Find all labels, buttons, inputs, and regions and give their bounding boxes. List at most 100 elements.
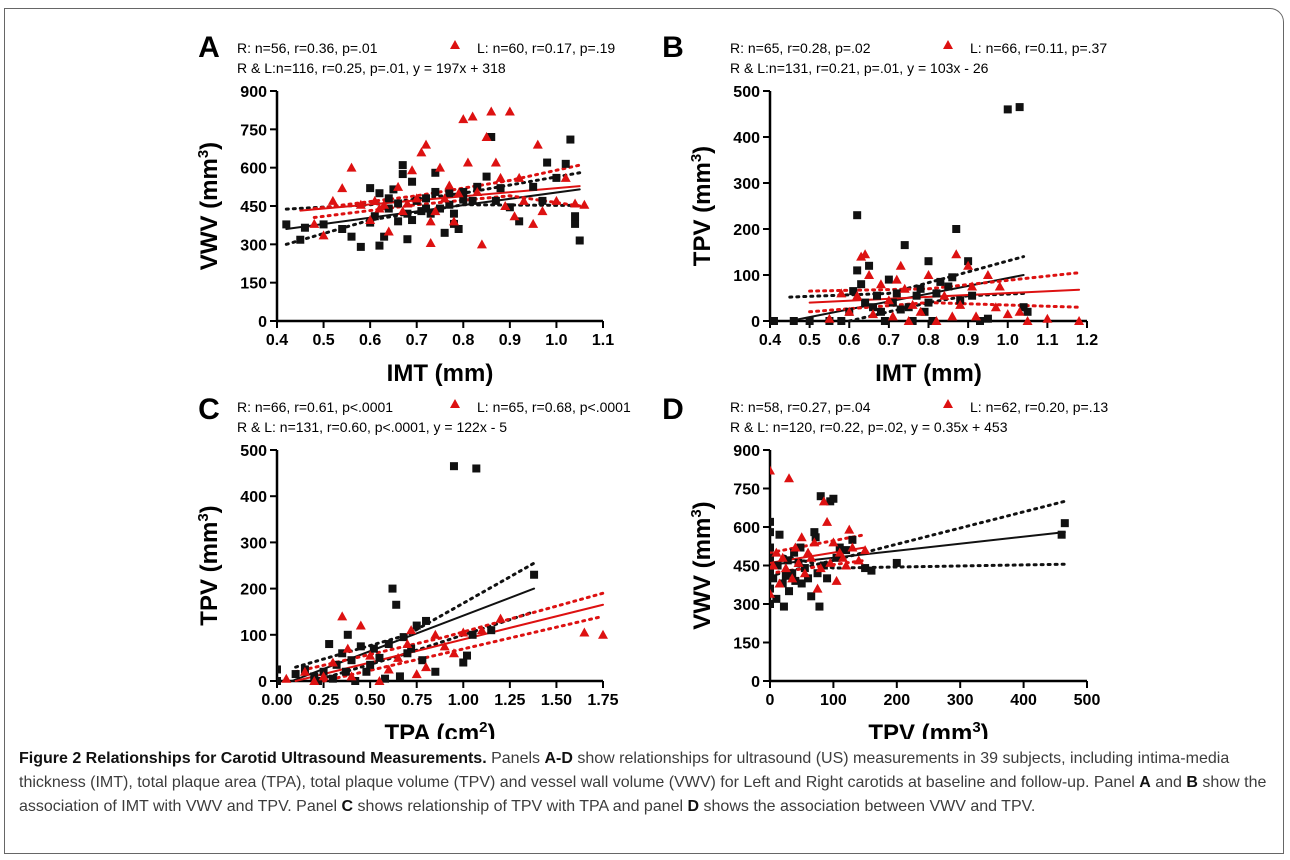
legend-triangle-icon bbox=[943, 40, 953, 49]
data-point-square bbox=[417, 207, 426, 216]
x-tick-label: 400 bbox=[1010, 692, 1037, 709]
data-point-square bbox=[778, 579, 787, 588]
data-point-square bbox=[837, 317, 846, 325]
data-point-square bbox=[770, 517, 774, 526]
data-point-square bbox=[422, 194, 431, 203]
data-point-square bbox=[571, 212, 580, 221]
data-point-square bbox=[781, 571, 790, 580]
y-tick-label: 450 bbox=[240, 199, 267, 216]
x-tick-label: 1.25 bbox=[494, 692, 525, 709]
data-point-triangle bbox=[844, 524, 855, 534]
data-point-square bbox=[530, 570, 539, 579]
caption-part: show relationships for ultrasound (US) m… bbox=[19, 750, 1230, 791]
data-point-square bbox=[770, 600, 774, 608]
ci-upper-line bbox=[808, 271, 1081, 293]
x-axis-title: IMT (mm) bbox=[875, 360, 982, 387]
x-tick-label: 0.50 bbox=[355, 692, 386, 709]
data-point-square bbox=[356, 242, 365, 251]
data-point-triangle bbox=[383, 226, 394, 236]
data-point-square bbox=[328, 674, 337, 683]
data-point-triangle bbox=[402, 639, 413, 649]
y-tick-label: 300 bbox=[733, 597, 760, 614]
data-point-square bbox=[394, 199, 403, 208]
data-point-square bbox=[381, 674, 390, 683]
data-point-square bbox=[436, 204, 444, 213]
y-axis-title: TPV (mm3) bbox=[688, 146, 716, 266]
data-point-square bbox=[496, 184, 505, 193]
x-tick-label: 0.7 bbox=[878, 332, 900, 349]
data-point-triangle bbox=[806, 552, 817, 562]
data-point-triangle bbox=[931, 316, 942, 325]
legend-triangle-icon bbox=[450, 399, 460, 408]
data-point-triangle bbox=[369, 195, 380, 205]
data-point-triangle bbox=[337, 611, 348, 621]
data-point-square bbox=[347, 656, 356, 665]
y-tick-label: 200 bbox=[733, 222, 760, 239]
data-point-square bbox=[366, 660, 375, 669]
data-point-square bbox=[908, 317, 917, 325]
data-point-square bbox=[892, 289, 901, 298]
data-point-square bbox=[1003, 105, 1012, 114]
data-point-triangle bbox=[784, 473, 795, 483]
panel-letter: D bbox=[662, 393, 684, 426]
ci-upper-line bbox=[294, 591, 605, 674]
data-point-triangle bbox=[963, 260, 974, 270]
panel-b: B R: n=65, r=0.28, p=.02 L: n=66, r=0.11, … bbox=[662, 31, 1107, 387]
data-point-square bbox=[575, 236, 584, 245]
data-point-square bbox=[1023, 307, 1032, 316]
stats-right: R: n=65, r=0.28, p=.02 bbox=[730, 40, 871, 56]
stats-left: L: n=62, r=0.20, p=.13 bbox=[970, 399, 1108, 415]
data-point-triangle bbox=[915, 306, 926, 316]
stats-left: L: n=65, r=0.68, p<.0001 bbox=[477, 399, 631, 415]
data-point-triangle bbox=[374, 676, 385, 685]
y-tick-label: 0 bbox=[258, 674, 267, 691]
data-point-triangle bbox=[551, 195, 562, 205]
data-point-triangle bbox=[383, 664, 394, 674]
data-point-square bbox=[805, 317, 814, 325]
data-point-square bbox=[277, 665, 281, 674]
data-point-square bbox=[403, 209, 412, 218]
x-tick-label: 300 bbox=[947, 692, 974, 709]
data-point-triangle bbox=[355, 199, 366, 209]
data-point-square bbox=[948, 273, 957, 282]
data-point-square bbox=[375, 189, 384, 198]
y-tick-label: 600 bbox=[240, 161, 267, 178]
data-point-triangle bbox=[421, 139, 432, 149]
data-point-square bbox=[412, 621, 421, 630]
data-point-triangle bbox=[467, 111, 478, 121]
data-point-triangle bbox=[570, 198, 581, 208]
data-point-square bbox=[449, 209, 458, 218]
data-point-square bbox=[896, 305, 905, 314]
y-tick-label: 750 bbox=[240, 122, 267, 139]
data-point-square bbox=[380, 232, 389, 241]
y-tick-label: 900 bbox=[733, 443, 760, 460]
data-point-triangle bbox=[770, 465, 775, 475]
stats-left: L: n=60, r=0.17, p=.19 bbox=[477, 40, 615, 56]
ci-upper-line bbox=[294, 561, 536, 669]
data-point-square bbox=[418, 656, 427, 665]
data-point-triangle bbox=[887, 311, 898, 321]
caption-panel-ref: A bbox=[1139, 774, 1151, 791]
data-point-square bbox=[296, 235, 305, 244]
data-point-triangle bbox=[770, 560, 779, 570]
x-tick-label: 0.8 bbox=[452, 332, 474, 349]
data-point-triangle bbox=[774, 578, 785, 588]
data-point-triangle bbox=[518, 195, 529, 205]
data-point-triangle bbox=[504, 106, 515, 116]
x-tick-label: 1.0 bbox=[997, 332, 1019, 349]
caption-part: shows the association between VWV and TP… bbox=[699, 798, 1036, 815]
data-point-square bbox=[395, 672, 404, 681]
data-point-square bbox=[445, 200, 454, 209]
data-point-triangle bbox=[793, 557, 804, 567]
data-point-triangle bbox=[967, 281, 978, 291]
data-point-triangle bbox=[1042, 313, 1053, 323]
panel-letter: B bbox=[662, 31, 684, 64]
x-tick-label: 0.4 bbox=[759, 332, 781, 349]
y-axis-title: VWV (mm3) bbox=[195, 142, 223, 270]
caption-panel-ref: C bbox=[341, 798, 354, 815]
data-point-square bbox=[422, 204, 431, 213]
x-tick-label: 1.1 bbox=[592, 332, 614, 349]
data-point-triangle bbox=[579, 627, 590, 637]
x-tick-label: 0.7 bbox=[406, 332, 428, 349]
data-point-square bbox=[944, 282, 953, 291]
